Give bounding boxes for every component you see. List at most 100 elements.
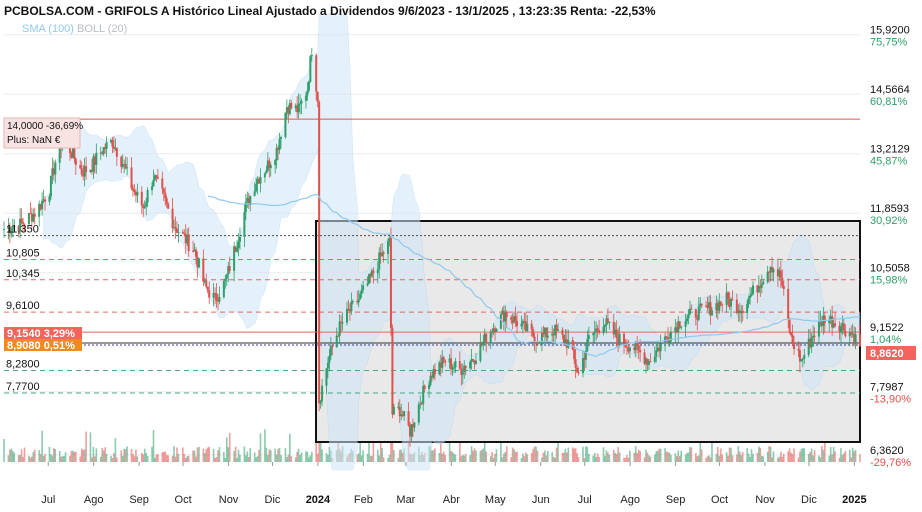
x-tick-label: Dic xyxy=(265,494,281,506)
candle-body xyxy=(23,223,26,225)
candle-body xyxy=(224,278,227,282)
volume-bar xyxy=(267,455,269,462)
candle-body xyxy=(838,325,841,333)
candle-body xyxy=(247,197,250,205)
candle-body xyxy=(721,304,724,306)
volume-bar xyxy=(60,456,62,462)
candle-body xyxy=(275,147,278,161)
volume-bar xyxy=(771,457,773,462)
volume-bar xyxy=(626,455,628,462)
candle-body xyxy=(844,330,847,337)
volume-bar xyxy=(800,449,803,462)
candle-body xyxy=(680,326,683,328)
candle-body xyxy=(175,228,178,233)
candle-body xyxy=(810,337,813,348)
volume-bar xyxy=(206,447,209,462)
volume-bar xyxy=(576,453,578,462)
legend-sma[interactable]: SMA (100) xyxy=(22,23,74,35)
volume-bar xyxy=(142,454,145,462)
candle-body xyxy=(93,156,96,165)
volume-bar xyxy=(22,456,24,462)
volume-bar xyxy=(277,448,279,462)
candle-body xyxy=(526,323,529,332)
legend-boll[interactable]: BOLL (20) xyxy=(77,23,127,35)
candle-body xyxy=(269,165,272,169)
volume-bar xyxy=(491,451,493,462)
volume-bar xyxy=(268,449,271,462)
candle-body xyxy=(225,274,228,279)
candle-body xyxy=(367,274,370,284)
candle-body xyxy=(44,199,47,202)
volume-bar xyxy=(7,455,10,462)
volume-bar xyxy=(810,448,813,462)
candle-body xyxy=(19,218,22,232)
candle-body xyxy=(111,139,114,147)
sma-100-line xyxy=(207,193,861,357)
volume-bar xyxy=(451,452,454,462)
volume-bar xyxy=(711,436,713,462)
current-price-tag: 8,8620 xyxy=(866,346,916,360)
candle-body xyxy=(513,316,516,323)
volume-bar xyxy=(670,454,672,462)
volume-bar xyxy=(196,447,199,462)
candle-body xyxy=(489,331,492,344)
candle-body xyxy=(442,357,445,361)
candle-body xyxy=(809,338,812,348)
volume-bar xyxy=(636,453,639,462)
volume-bar xyxy=(822,449,825,462)
volume-bar xyxy=(11,450,14,462)
volume-bar xyxy=(500,430,502,462)
volume-bar xyxy=(689,447,691,462)
x-tick-label: Dic xyxy=(801,494,817,506)
candle-body xyxy=(492,328,495,333)
candle-body xyxy=(574,359,577,368)
volume-bar xyxy=(828,455,831,462)
volume-bar xyxy=(756,452,759,462)
volume-bar xyxy=(727,455,729,462)
volume-bar xyxy=(585,446,587,462)
candle-body xyxy=(798,350,801,362)
volume-bar xyxy=(299,455,301,462)
candle-body xyxy=(634,341,637,351)
candle-body xyxy=(800,359,803,362)
candle-body xyxy=(315,55,318,92)
volume-bar xyxy=(615,453,618,462)
level-label: 8,2800 xyxy=(6,359,40,371)
volume-bar xyxy=(483,439,486,462)
candle-body xyxy=(482,341,485,346)
volume-bar xyxy=(371,455,373,462)
volume-bar xyxy=(668,452,671,462)
volume-bar xyxy=(555,447,558,462)
volume-bar xyxy=(460,456,463,462)
volume-bar xyxy=(305,451,307,462)
volume-bar xyxy=(567,447,570,462)
candle-body xyxy=(501,310,504,315)
candle-body xyxy=(516,321,519,327)
candle-body xyxy=(307,81,310,91)
volume-bar xyxy=(708,455,710,462)
candle-body xyxy=(130,167,133,189)
candle-body xyxy=(193,249,196,252)
candle-body xyxy=(687,313,690,319)
x-tick-label: Feb xyxy=(354,494,373,506)
volume-bar xyxy=(187,455,190,462)
volume-bar xyxy=(130,448,133,462)
candle-body xyxy=(299,103,302,105)
volume-bar xyxy=(223,451,225,462)
candle-body xyxy=(369,274,372,277)
volume-bar xyxy=(177,453,180,462)
volume-bar xyxy=(485,451,488,462)
candle-body xyxy=(13,226,16,228)
candle-body xyxy=(510,317,513,320)
candle-body xyxy=(820,320,823,326)
volume-bar xyxy=(208,446,211,462)
candle-body xyxy=(227,266,230,275)
candle-body xyxy=(184,234,187,244)
candle-body xyxy=(110,139,112,143)
candle-body xyxy=(665,336,668,338)
candle-body xyxy=(797,349,800,351)
x-tick-label: May xyxy=(485,494,506,506)
volume-bar xyxy=(306,451,309,462)
volume-bar xyxy=(602,447,605,462)
volume-bar xyxy=(505,446,508,462)
